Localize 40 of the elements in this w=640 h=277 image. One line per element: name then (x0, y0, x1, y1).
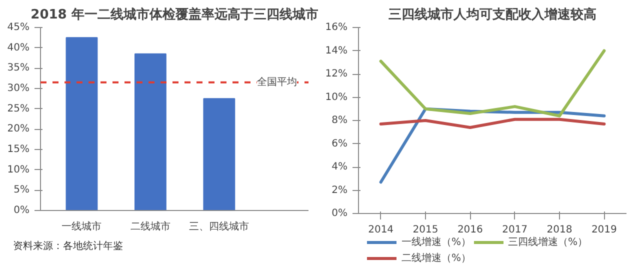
bar (66, 37, 98, 210)
y-tick-label: 16% (325, 22, 348, 33)
y-tick-label: 10% (7, 164, 30, 176)
legend-label: 三四线增速（%） (508, 236, 588, 249)
text: 资料来源：各地统计年鉴 (13, 240, 123, 254)
line-series (379, 118, 606, 129)
bar (203, 98, 236, 210)
x-tick-label: 2015 (412, 224, 438, 236)
y-tick-label: 5% (14, 184, 30, 196)
x-tick-label: 2016 (457, 224, 483, 236)
x-tick-label: 一线城市 (62, 220, 102, 232)
x-tick-label: 2017 (502, 224, 528, 236)
y-tick-label: 6% (332, 138, 348, 150)
y-tick-label: 12% (325, 68, 348, 80)
legend-label: 一线增速（%） (401, 236, 471, 249)
line-series (379, 49, 606, 118)
y-tick-label: 35% (7, 62, 30, 74)
y-tick-label: 10% (325, 92, 348, 103)
x-tick-label: 2019 (591, 224, 617, 236)
y-tick-label: 25% (7, 103, 30, 114)
y-tick-label: 20% (7, 124, 30, 135)
y-tick-label: 15% (7, 144, 30, 155)
y-tick-label: 2% (332, 184, 348, 196)
y-tick-label: 40% (7, 42, 30, 54)
ref-line-label: 全国平均 (256, 76, 297, 88)
y-tick-label: 0% (14, 205, 30, 216)
x-tick-label: 二线城市 (130, 220, 170, 232)
y-tick-label: 8% (332, 115, 348, 126)
chart-title: 2018 年一二线城市体检覆盖率远高于三四线城市 (30, 6, 318, 22)
y-tick-label: 0% (332, 208, 348, 219)
legend-label: 二线增速（%） (401, 252, 471, 265)
x-tick-label: 2018 (546, 224, 572, 236)
bar (134, 53, 166, 210)
x-tick-label: 2014 (368, 224, 394, 236)
chart-title: 三四线城市人均可支配收入增速较高 (388, 6, 596, 22)
y-tick-label: 14% (325, 45, 348, 56)
y-tick-label: 30% (7, 83, 30, 94)
y-tick-label: 4% (332, 162, 348, 172)
y-tick-label: 45% (7, 22, 30, 33)
x-tick-label: 三、四线城市 (189, 220, 250, 232)
